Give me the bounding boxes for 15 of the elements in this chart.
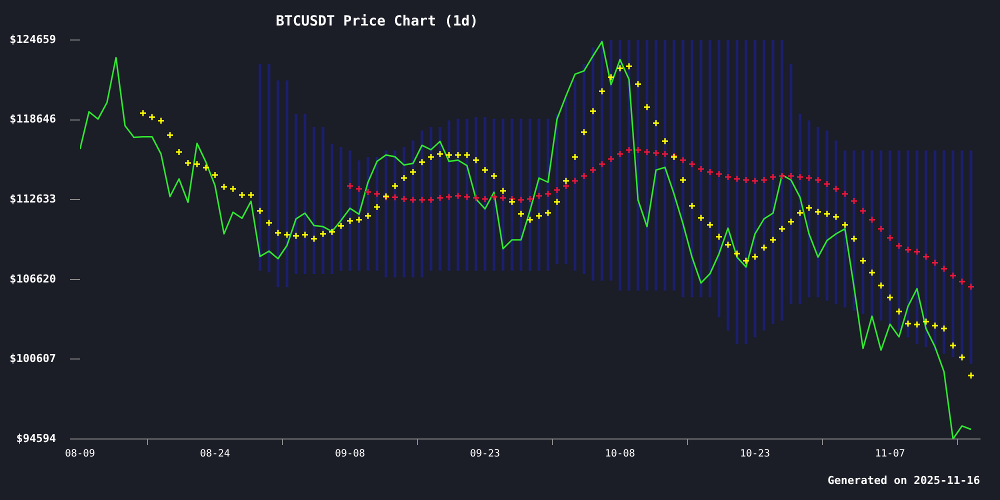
- y-tick-label: $100607: [10, 352, 56, 366]
- x-tick-label: 08-09: [64, 448, 96, 460]
- x-tick-label: 08-24: [200, 448, 230, 460]
- x-tick-label: 11-07: [874, 448, 906, 460]
- x-tick-label: 09-08: [334, 448, 366, 460]
- y-tick-label: $112633: [10, 192, 56, 206]
- x-tick-label: 09-23: [470, 448, 500, 460]
- y-tick-label: $124659: [10, 32, 56, 46]
- text: Generated on 2025-11-16: [828, 474, 980, 487]
- chart-title: BTCUSDT Price Chart (1d): [276, 14, 478, 30]
- y-tick-label: $118646: [10, 112, 56, 126]
- x-tick-label: 10-23: [740, 448, 770, 460]
- y-tick-label: $106620: [10, 272, 56, 286]
- y-tick-label: $94594: [16, 432, 56, 445]
- x-tick-label: 10-08: [604, 448, 636, 460]
